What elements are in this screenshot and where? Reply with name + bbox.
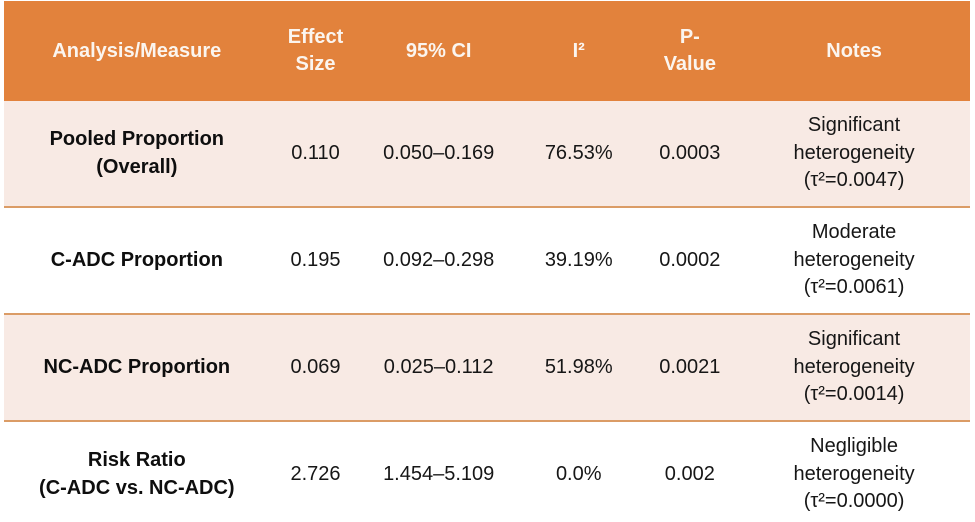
column-header-analysis-measure: Analysis/Measure: [4, 1, 270, 101]
cell-measure: NC-ADC Proportion: [4, 313, 270, 421]
column-header-95-ci: 95% CI: [361, 1, 516, 101]
cell-effect-size: 0.110: [269, 101, 362, 207]
cell-measure: Pooled Proportion (Overall): [4, 101, 270, 207]
cell-effect-size: 0.069: [269, 313, 362, 421]
cell-95-ci: 0.025–0.112: [361, 313, 516, 421]
cell-i-squared: 0.0%: [515, 420, 642, 522]
cell-measure: C-ADC Proportion: [4, 206, 270, 314]
cell-p-value: 0.002: [641, 420, 739, 522]
cell-95-ci: 0.050–0.169: [361, 101, 516, 207]
column-header-i-squared: I²: [515, 1, 642, 101]
cell-95-ci: 0.092–0.298: [361, 206, 516, 314]
cell-measure: Risk Ratio (C-ADC vs. NC-ADC): [4, 420, 270, 522]
column-header-notes: Notes: [738, 1, 970, 101]
cell-p-value: 0.0003: [641, 101, 739, 207]
cell-i-squared: 76.53%: [515, 101, 642, 207]
table-row-pooled-proportion: Pooled Proportion (Overall) 0.110 0.050–…: [4, 101, 970, 207]
cell-p-value: 0.0002: [641, 206, 739, 314]
table-header-row: Analysis/Measure Effect Size 95% CI I² P…: [4, 1, 970, 101]
meta-analysis-results-table: Analysis/Measure Effect Size 95% CI I² P…: [4, 1, 970, 522]
column-header-p-value: P- Value: [641, 1, 739, 101]
column-header-effect-size: Effect Size: [269, 1, 362, 101]
table-row-c-adc-proportion: C-ADC Proportion 0.195 0.092–0.298 39.19…: [4, 206, 970, 314]
cell-notes: Significant heterogeneity (τ²=0.0014): [738, 313, 970, 421]
cell-effect-size: 2.726: [269, 420, 362, 522]
cell-effect-size: 0.195: [269, 206, 362, 314]
cell-notes: Significant heterogeneity (τ²=0.0047): [738, 101, 970, 207]
cell-95-ci: 1.454–5.109: [361, 420, 516, 522]
cell-p-value: 0.0021: [641, 313, 739, 421]
cell-i-squared: 51.98%: [515, 313, 642, 421]
cell-notes: Negligible heterogeneity (τ²=0.0000): [738, 420, 970, 522]
cell-i-squared: 39.19%: [515, 206, 642, 314]
table-row-risk-ratio: Risk Ratio (C-ADC vs. NC-ADC) 2.726 1.45…: [4, 420, 970, 522]
cell-notes: Moderate heterogeneity (τ²=0.0061): [738, 206, 970, 314]
table-row-nc-adc-proportion: NC-ADC Proportion 0.069 0.025–0.112 51.9…: [4, 313, 970, 421]
